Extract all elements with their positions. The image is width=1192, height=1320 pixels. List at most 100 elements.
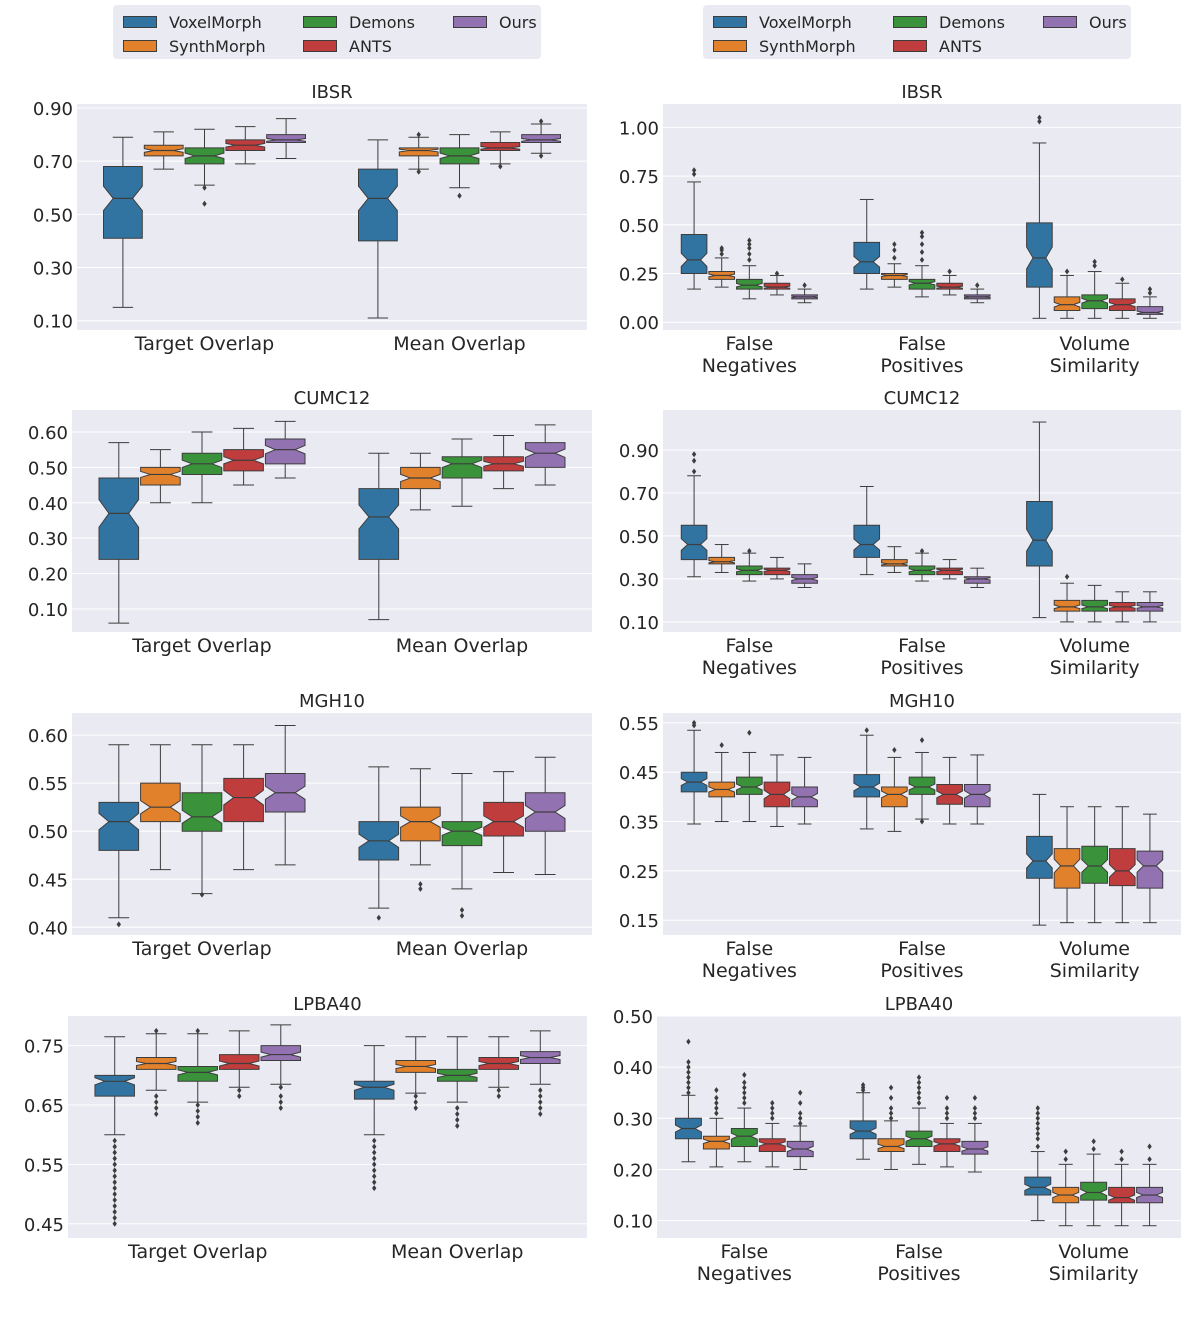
- box-demons: [1081, 584, 1108, 623]
- box-synthmorph: [400, 452, 441, 511]
- box-ants: [1108, 1148, 1136, 1227]
- y-tick-label: 0.60: [28, 726, 68, 747]
- outlier-point: [413, 1093, 418, 1100]
- y-tick-label: 0.40: [28, 494, 68, 515]
- legend-item-synthmorph: SynthMorph: [123, 35, 266, 57]
- y-tick-label: 0.90: [619, 441, 659, 462]
- panel-ibsr-overlap: 0.10 0.30 0.50 0.70 0.90 IBSR Target Overlap Me…: [33, 82, 587, 355]
- outlier-point: [195, 1113, 200, 1120]
- panel-title: IBSR: [311, 82, 352, 103]
- box-synthmorph: [1052, 1148, 1080, 1227]
- box-demons: [177, 1027, 219, 1126]
- box-voxelmorph: [94, 1036, 135, 1227]
- panel-mgh10-overlap: 0.40 0.45 0.50 0.55 0.60 MGH10 Target Overlap M…: [28, 691, 592, 960]
- notched-box: [1053, 296, 1081, 312]
- x-tick-label: Similarity: [1050, 355, 1140, 377]
- notched-box: [1108, 1186, 1136, 1204]
- y-tick-label: 0.45: [24, 1215, 64, 1236]
- outlier-point: [112, 1214, 117, 1221]
- y-tick-label: 0.30: [613, 1109, 653, 1130]
- notched-box: [1136, 850, 1164, 889]
- notched-box: [1026, 501, 1053, 567]
- outlier-point: [742, 1099, 747, 1106]
- outlier-point: [1119, 1148, 1124, 1155]
- box-ours: [791, 563, 818, 589]
- outlier-point: [719, 245, 724, 252]
- legend-label: Ours: [499, 12, 537, 32]
- box-ants: [223, 427, 264, 486]
- box-synthmorph: [140, 449, 181, 504]
- notched-box: [908, 278, 936, 290]
- x-tick-label: Positives: [880, 960, 963, 982]
- x-tick-label: Negatives: [697, 1263, 792, 1285]
- box-synthmorph: [881, 546, 908, 573]
- notched-box: [1053, 599, 1081, 612]
- notched-box: [908, 776, 936, 795]
- outlier-point: [686, 1064, 691, 1071]
- outlier-point: [116, 921, 121, 928]
- box-voxelmorph: [98, 442, 140, 624]
- outlier-point: [686, 1089, 691, 1096]
- outlier-point: [278, 1099, 283, 1106]
- legend-swatch: [303, 40, 337, 52]
- panel-title: LPBA40: [293, 994, 361, 1015]
- y-tick-label: 0.65: [24, 1096, 64, 1117]
- outlier-point: [1035, 1115, 1040, 1122]
- box-voxelmorph: [1026, 114, 1053, 319]
- outlier-point: [919, 241, 925, 248]
- outlier-point: [892, 254, 897, 261]
- outlier-point: [413, 1099, 418, 1106]
- box-voxelmorph: [680, 167, 708, 290]
- legend-item-ants: ANTS: [893, 35, 982, 57]
- notched-box: [441, 456, 483, 479]
- outlier-point: [919, 249, 925, 256]
- outlier-point: [112, 1208, 117, 1215]
- outlier-point: [278, 1105, 283, 1112]
- x-tick-label: False: [898, 333, 946, 355]
- outlier-point: [1035, 1125, 1040, 1132]
- box-ants: [936, 559, 963, 580]
- box-voxelmorph: [353, 1045, 395, 1192]
- y-tick-label: 0.50: [33, 205, 73, 226]
- outlier-point: [1035, 1143, 1040, 1150]
- box-ants: [478, 1036, 520, 1100]
- outlier-point: [195, 1107, 200, 1114]
- box-ants: [480, 131, 521, 170]
- notched-box: [103, 165, 143, 239]
- box-ants: [223, 744, 264, 871]
- notched-box: [181, 792, 223, 832]
- box-demons: [1081, 806, 1108, 924]
- box-voxelmorph: [1026, 793, 1053, 926]
- box-demons: [436, 1036, 478, 1129]
- box-voxelmorph: [853, 727, 881, 830]
- notched-box: [1026, 222, 1053, 288]
- outlier-point: [154, 1093, 159, 1100]
- notched-box: [853, 524, 881, 558]
- outlier-point: [1147, 289, 1153, 296]
- outlier-point: [1035, 1110, 1040, 1117]
- outlier-point: [888, 1084, 894, 1091]
- notched-box: [963, 576, 991, 584]
- box-synthmorph: [395, 1036, 436, 1112]
- panel-lpba40-overlap: 0.45 0.55 0.65 0.75 LPBA40 Target Overlap Mean…: [24, 994, 587, 1263]
- outlier-point: [538, 152, 544, 159]
- box-ants: [219, 1030, 260, 1100]
- box-demons: [908, 229, 936, 298]
- outlier-point: [496, 1093, 501, 1100]
- notched-box: [398, 147, 439, 157]
- outlier-point: [916, 1089, 922, 1096]
- plot-area: [663, 410, 1181, 632]
- notched-box: [763, 282, 791, 290]
- outlier-point: [798, 1110, 803, 1117]
- box-ants: [1108, 806, 1136, 924]
- legend-item-synthmorph: SynthMorph: [713, 35, 856, 57]
- panel-title: CUMC12: [294, 388, 371, 409]
- x-tick-label: False: [725, 333, 773, 355]
- outlier-point: [1147, 286, 1153, 293]
- y-tick-label: 0.10: [613, 1212, 653, 1233]
- outlier-point: [459, 907, 465, 914]
- outlier-point: [459, 912, 465, 919]
- outlier-point: [1035, 1130, 1040, 1137]
- outlier-point: [538, 118, 544, 125]
